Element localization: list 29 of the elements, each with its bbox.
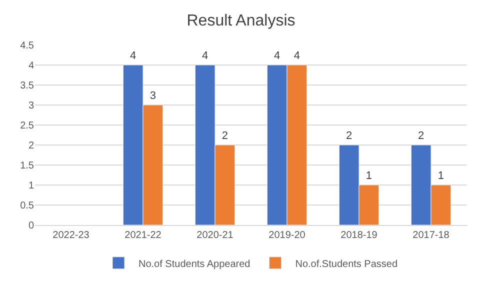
data-label: 2 [346,130,352,142]
x-tick-label: 2018-19 [340,230,378,241]
data-label: 1 [366,170,372,182]
data-label: 1 [438,170,444,182]
y-tick-label: 1 [28,180,34,192]
legend-label: No.of.Students Passed [295,258,398,270]
y-tick-label: 2 [28,140,34,152]
data-label: 4 [294,50,300,62]
chart-title: Result Analysis [186,12,296,30]
legend-label: No.of Students Appeared [138,258,250,270]
y-tick-label: 0.5 [20,200,34,212]
data-label: 4 [130,50,136,62]
data-label: 4 [274,50,280,62]
y-tick-label: 2.5 [20,120,34,132]
y-tick-label: 3 [28,100,34,112]
x-tick-label: 2019-20 [268,230,306,241]
x-tick-label: 2017-18 [412,230,450,241]
data-label: 3 [150,90,156,102]
y-tick-label: 4 [28,60,34,72]
y-tick-label: 3.5 [20,80,34,92]
y-tick-label: 1.5 [20,160,34,172]
x-tick-label: 2020-21 [196,230,234,241]
x-tick-label: 2022-23 [52,230,90,241]
data-label: 4 [202,50,208,62]
data-label: 2 [222,130,228,142]
y-tick-label: 0 [28,220,34,232]
data-label: 2 [418,130,424,142]
y-tick-label: 4.5 [20,40,34,52]
x-tick-label: 2021-22 [124,230,162,241]
